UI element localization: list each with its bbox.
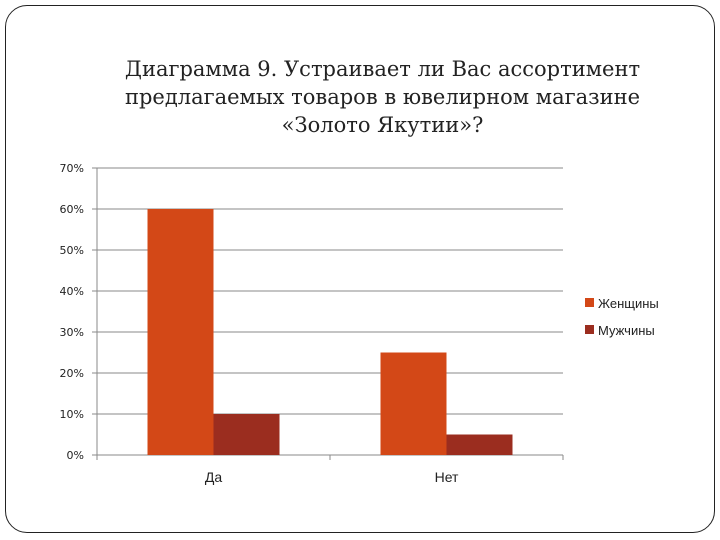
- y-tick-label: 40%: [60, 285, 84, 298]
- bar-women-yes: [147, 209, 214, 455]
- bar-men-yes: [213, 414, 280, 455]
- y-tick-label: 50%: [60, 244, 84, 257]
- legend-swatch-men: [585, 325, 594, 334]
- x-category-label: Нет: [435, 469, 459, 485]
- legend-label-women: Женщины: [598, 296, 659, 311]
- legend-label-men: Мужчины: [598, 323, 655, 338]
- y-tick-label: 30%: [60, 326, 84, 339]
- chart-title-line-2: предлагаемых товаров в ювелирном магазин…: [124, 85, 641, 109]
- chart-title: Диаграмма 9. Устраивает ли Вас ассортиме…: [95, 55, 670, 139]
- legend-swatch-women: [585, 298, 594, 307]
- chart-title-line-3: «Золото Якутии»?: [281, 113, 484, 137]
- bar-women-no: [380, 352, 447, 455]
- y-tick-label: 20%: [60, 367, 84, 380]
- bar-men-no: [446, 434, 513, 455]
- y-tick-label: 60%: [60, 203, 84, 216]
- slide-frame: [5, 5, 715, 533]
- x-category-label: Да: [205, 469, 222, 485]
- y-tick-label: 0%: [67, 449, 84, 462]
- y-tick-label: 70%: [60, 162, 84, 175]
- chart-title-line-1: Диаграмма 9. Устраивает ли Вас ассортиме…: [124, 57, 641, 81]
- y-tick-label: 10%: [60, 408, 84, 421]
